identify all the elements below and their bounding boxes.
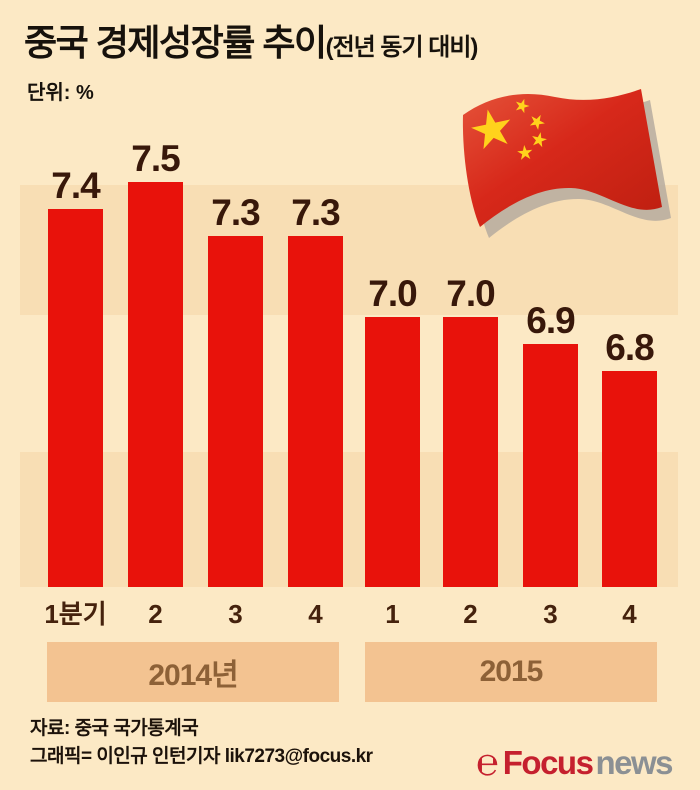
x-axis-label: 2 [463,599,478,629]
flag-body [462,89,662,227]
focusnews-swirl-icon: ℮ [475,741,499,784]
logo-brand-text: Focus [502,744,594,781]
bar-q6 [443,317,498,587]
source-line: 자료: 중국 국가통계국 [30,718,199,739]
bar-q2 [128,182,183,587]
bar-q5 [365,317,420,587]
bar-value-label: 7.0 [446,273,495,314]
focusnews-logo: ℮ Focus news [475,741,674,784]
bar-value-label: 7.0 [368,273,417,314]
china-flag-icon [462,89,671,238]
year-label-2015: 2015 [479,655,544,688]
background-stripe-2 [20,452,678,587]
bar-q3 [208,236,263,587]
logo-suffix-text: news [595,744,673,781]
bar-q1 [48,209,103,587]
unit-label: 단위: % [27,82,94,104]
x-axis-label: 3 [543,599,558,629]
year-label-2014: 2014년 [148,659,238,692]
title-suffix: (전년 동기 대비) [325,34,479,61]
bar-q8 [602,371,657,587]
bar-value-label: 7.3 [291,192,340,233]
bar-value-label: 7.5 [131,138,180,179]
bar-value-label: 7.3 [211,192,260,233]
bar-value-label: 6.8 [605,327,654,368]
year-band-2015: 2015 [365,642,657,702]
x-axis-label: 4 [622,599,637,629]
x-axis-label: 4 [308,599,323,629]
bar-value-label: 6.9 [526,300,575,341]
title-main: 중국 경제성장률 추이 [24,22,327,63]
year-band-2014: 2014년 [47,642,339,702]
bar-q7 [523,344,578,587]
x-axis-label: 2 [148,599,163,629]
x-axis-label: 1 [385,599,400,629]
page-title: 중국 경제성장률 추이(전년 동기 대비) [24,14,479,66]
bar-value-label: 7.4 [51,165,100,206]
x-axis-label: 1분기 [44,599,107,629]
x-axis-label: 3 [228,599,243,629]
bar-q4 [288,236,343,587]
credit-line: 그래픽= 이인규 인턴기자 lik7273@focus.kr [30,746,373,767]
